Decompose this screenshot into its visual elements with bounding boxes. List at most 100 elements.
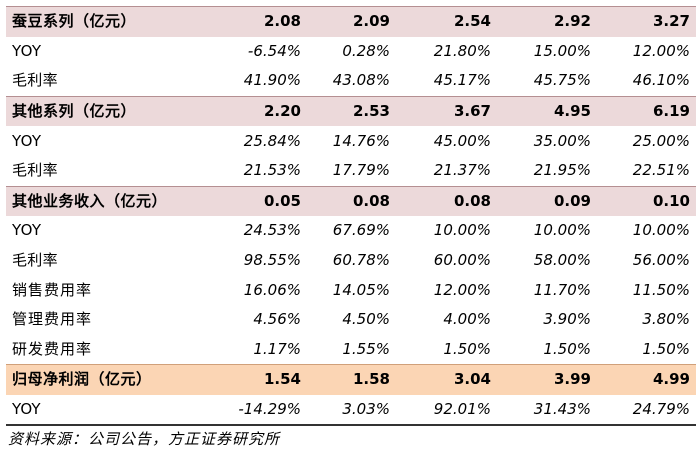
- cell-value: 14.05%: [332, 280, 390, 299]
- row-label: 毛利率: [12, 161, 58, 180]
- cell-value: 25.84%: [243, 131, 301, 150]
- cell-value: 4.00%: [443, 310, 491, 329]
- row-label: 销售费用率: [12, 280, 93, 299]
- cell-value: 1.55%: [342, 339, 390, 358]
- cell-value: 3.04: [396, 364, 497, 395]
- cell-value: 2.53: [307, 95, 396, 127]
- cell-value: 98.55%: [243, 251, 301, 270]
- cell-value: 45.00%: [433, 131, 491, 150]
- cell-value: 3.99: [497, 364, 597, 395]
- cell-value: 21.95%: [533, 161, 591, 180]
- table-row-net-profit: 归母净利润（亿元） 1.54 1.58 3.04 3.99 4.99: [6, 364, 696, 395]
- cell-value: 3.27: [597, 5, 696, 37]
- cell-value: -6.54%: [247, 41, 301, 60]
- cell-value: 21.53%: [243, 161, 301, 180]
- table-row-fava-bean-yoy: YOY -6.54% 0.28% 21.80% 15.00% 12.00%: [6, 37, 696, 67]
- row-label: YOY: [12, 41, 42, 60]
- cell-value: 0.28%: [342, 41, 390, 60]
- row-label: 研发费用率: [12, 339, 93, 358]
- cell-value: 4.95: [497, 95, 597, 127]
- cell-value: 4.56%: [253, 310, 301, 329]
- cell-value: 31.43%: [497, 394, 597, 427]
- cell-value: 3.80%: [642, 310, 690, 329]
- cell-value: 0.08: [307, 185, 396, 217]
- row-label: YOY: [12, 221, 42, 240]
- cell-value: 1.54: [219, 364, 307, 395]
- row-label: 归母净利润（亿元）: [6, 364, 219, 395]
- row-label: YOY: [12, 131, 42, 150]
- cell-value: 1.17%: [253, 339, 301, 358]
- cell-value: 22.51%: [632, 161, 690, 180]
- cell-value: 4.50%: [342, 310, 390, 329]
- cell-value: 10.00%: [533, 221, 591, 240]
- cell-value: 0.09: [497, 185, 597, 217]
- row-label: 其他系列（亿元）: [6, 95, 219, 127]
- cell-value: 92.01%: [396, 394, 497, 427]
- cell-value: 67.69%: [332, 221, 390, 240]
- cell-value: 10.00%: [433, 221, 491, 240]
- cell-value: 3.67: [396, 95, 497, 127]
- cell-value: 16.06%: [243, 280, 301, 299]
- cell-value: 14.76%: [332, 131, 390, 150]
- cell-value: 43.08%: [332, 71, 390, 90]
- source-note: 资料来源：公司公告，方正证券研究所: [8, 430, 281, 448]
- cell-value: 46.10%: [632, 71, 690, 90]
- cell-value: 58.00%: [533, 251, 591, 270]
- cell-value: 11.50%: [632, 280, 690, 299]
- cell-value: 4.99: [597, 364, 696, 395]
- row-label: 蚕豆系列（亿元）: [6, 5, 219, 37]
- row-label: 管理费用率: [12, 310, 93, 329]
- cell-value: 45.17%: [433, 71, 491, 90]
- table-row-admin-expense-ratio: 管理费用率 4.56% 4.50% 4.00% 3.90% 3.80%: [6, 305, 696, 335]
- table-row-other-business-yoy: YOY 24.53% 67.69% 10.00% 10.00% 10.00%: [6, 216, 696, 246]
- cell-value: 0.05: [219, 185, 307, 217]
- cell-value: 41.90%: [243, 71, 301, 90]
- table-row-fava-bean-revenue: 蚕豆系列（亿元） 2.08 2.09 2.54 2.92 3.27: [6, 5, 696, 37]
- cell-value: 2.54: [396, 5, 497, 37]
- cell-value: 60.00%: [433, 251, 491, 270]
- cell-value: 12.00%: [632, 41, 690, 60]
- table-row-other-series-revenue: 其他系列（亿元） 2.20 2.53 3.67 4.95 6.19: [6, 95, 696, 127]
- cell-value: 24.53%: [243, 221, 301, 240]
- cell-value: 2.20: [219, 95, 307, 127]
- cell-value: 2.92: [497, 5, 597, 37]
- cell-value: 6.19: [597, 95, 696, 127]
- row-label: 其他业务收入（亿元）: [6, 185, 219, 217]
- row-label: YOY: [6, 394, 219, 427]
- row-label: 毛利率: [12, 71, 58, 90]
- table-row-other-series-gross-margin: 毛利率 21.53% 17.79% 21.37% 21.95% 22.51%: [6, 156, 696, 186]
- cell-value: 35.00%: [533, 131, 591, 150]
- cell-value: 17.79%: [332, 161, 390, 180]
- table-row-other-business-revenue: 其他业务收入（亿元） 0.05 0.08 0.08 0.09 0.10: [6, 185, 696, 217]
- cell-value: -14.29%: [219, 394, 307, 427]
- cell-value: 1.50%: [443, 339, 491, 358]
- cell-value: 12.00%: [433, 280, 491, 299]
- cell-value: 0.08: [396, 185, 497, 217]
- cell-value: 60.78%: [332, 251, 390, 270]
- table-row-fava-bean-gross-margin: 毛利率 41.90% 43.08% 45.17% 45.75% 46.10%: [6, 66, 696, 96]
- financial-forecast-table: 蚕豆系列（亿元） 2.08 2.09 2.54 2.92 3.27 YOY -6…: [6, 5, 696, 427]
- cell-value: 56.00%: [632, 251, 690, 270]
- cell-value: 0.10: [597, 185, 696, 217]
- cell-value: 21.37%: [433, 161, 491, 180]
- table-row-net-profit-yoy: YOY -14.29% 3.03% 92.01% 31.43% 24.79%: [6, 394, 696, 427]
- cell-value: 10.00%: [632, 221, 690, 240]
- cell-value: 15.00%: [533, 41, 591, 60]
- cell-value: 2.09: [307, 5, 396, 37]
- cell-value: 3.90%: [543, 310, 591, 329]
- cell-value: 3.03%: [307, 394, 396, 427]
- table-row-other-business-gross-margin: 毛利率 98.55% 60.78% 60.00% 58.00% 56.00%: [6, 246, 696, 276]
- cell-value: 24.79%: [597, 394, 696, 427]
- cell-value: 21.80%: [433, 41, 491, 60]
- cell-value: 1.50%: [543, 339, 591, 358]
- cell-value: 11.70%: [533, 280, 591, 299]
- cell-value: 1.58: [307, 364, 396, 395]
- row-label: 毛利率: [12, 251, 58, 270]
- table-row-rd-expense-ratio: 研发费用率 1.17% 1.55% 1.50% 1.50% 1.50%: [6, 335, 696, 365]
- cell-value: 25.00%: [632, 131, 690, 150]
- cell-value: 2.08: [219, 5, 307, 37]
- cell-value: 45.75%: [533, 71, 591, 90]
- table-row-selling-expense-ratio: 销售费用率 16.06% 14.05% 12.00% 11.70% 11.50%: [6, 275, 696, 305]
- table-row-other-series-yoy: YOY 25.84% 14.76% 45.00% 35.00% 25.00%: [6, 126, 696, 156]
- cell-value: 1.50%: [642, 339, 690, 358]
